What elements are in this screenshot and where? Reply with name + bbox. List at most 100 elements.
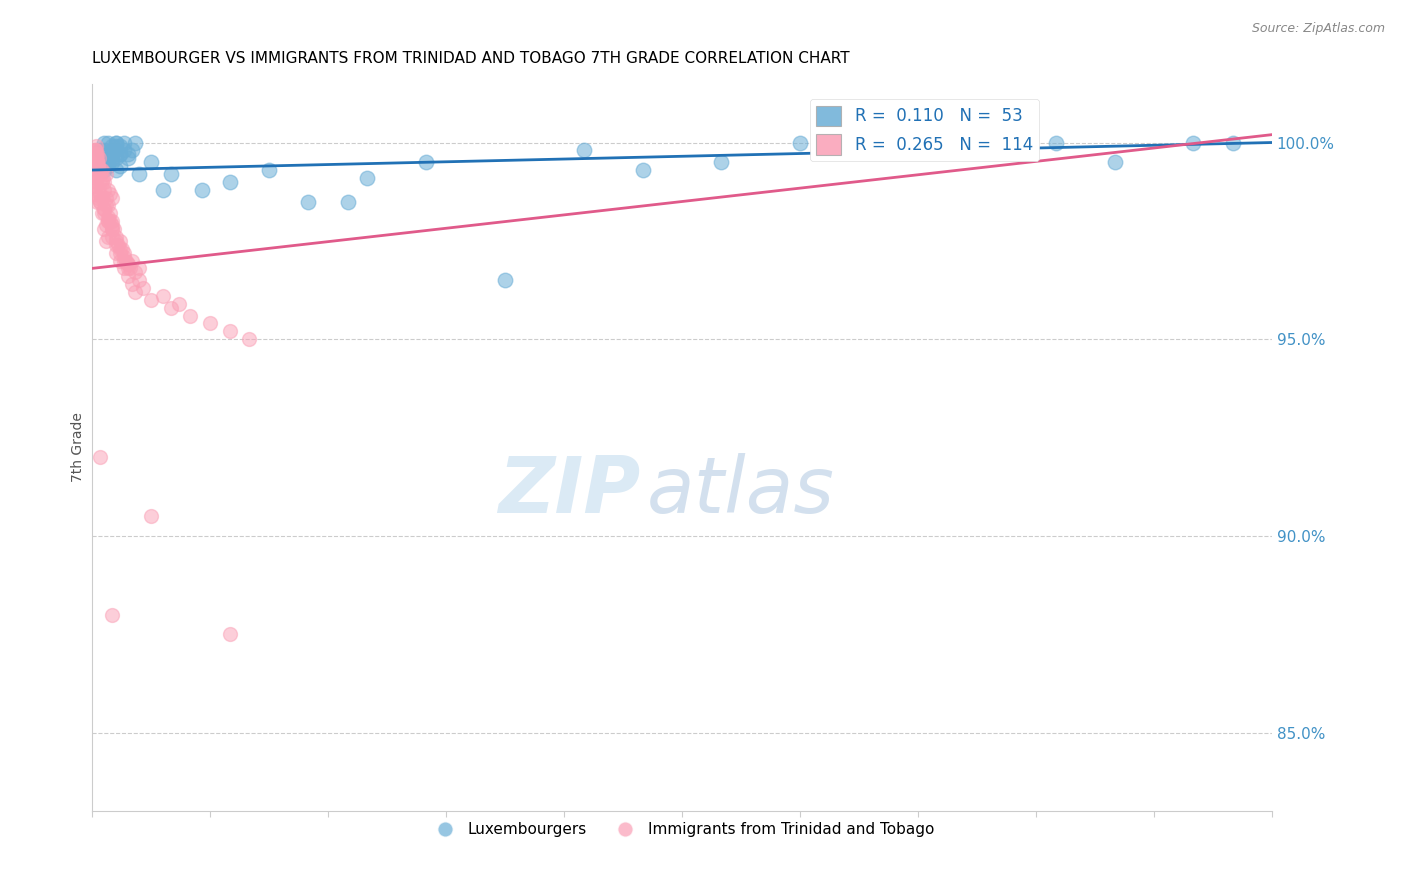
Point [108,253,131,268]
Point [415,155,437,169]
Point [91,206,114,220]
Point [86,194,108,209]
Point [191,183,214,197]
Point [128,273,150,287]
Point [1222,136,1244,150]
Point [218,627,240,641]
Point [101,214,124,228]
Point [86,155,108,169]
Point [84,175,107,189]
Point [104,245,127,260]
Point [101,151,124,165]
Point [218,324,240,338]
Point [84,147,107,161]
Point [98,214,121,228]
Point [336,194,359,209]
Point [1045,136,1067,150]
Point [86,155,108,169]
Point [84,151,107,165]
Point [789,136,811,150]
Point [101,191,124,205]
Point [83,178,105,193]
Point [141,155,163,169]
Point [94,167,117,181]
Point [124,265,146,279]
Point [101,222,124,236]
Point [111,242,134,256]
Point [112,253,135,268]
Point [89,194,111,209]
Point [94,191,117,205]
Point [124,285,146,299]
Point [97,183,120,197]
Point [97,230,120,244]
Point [108,139,131,153]
Point [83,147,105,161]
Point [84,186,107,201]
Point [101,607,124,622]
Point [98,186,121,201]
Point [1104,155,1126,169]
Point [101,222,124,236]
Point [94,218,117,232]
Y-axis label: 7th Grade: 7th Grade [72,412,86,483]
Point [108,234,131,248]
Point [84,144,107,158]
Point [87,163,110,178]
Point [91,191,114,205]
Point [117,257,139,271]
Point [104,136,127,150]
Point [97,214,120,228]
Point [356,170,378,185]
Point [117,257,139,271]
Point [112,144,135,158]
Point [160,301,183,315]
Point [87,191,110,205]
Point [87,159,110,173]
Point [946,136,969,150]
Point [90,163,112,178]
Point [89,450,111,465]
Point [97,198,120,212]
Point [94,198,117,212]
Point [108,159,131,173]
Point [101,155,124,169]
Point [91,170,114,185]
Point [86,155,108,169]
Point [112,261,135,276]
Point [198,317,221,331]
Point [87,167,110,181]
Point [84,151,107,165]
Point [132,281,155,295]
Point [257,163,280,178]
Point [93,163,115,178]
Point [97,155,120,169]
Point [238,332,260,346]
Point [83,155,105,169]
Point [104,136,127,150]
Legend: Luxembourgers, Immigrants from Trinidad and Tobago: Luxembourgers, Immigrants from Trinidad … [423,816,941,844]
Point [152,183,174,197]
Point [104,163,127,178]
Point [218,175,240,189]
Point [107,237,129,252]
Point [103,222,125,236]
Point [1182,136,1205,150]
Point [91,163,114,178]
Point [128,261,150,276]
Point [89,151,111,165]
Point [108,147,131,161]
Point [710,155,733,169]
Point [93,206,115,220]
Point [179,309,201,323]
Point [97,155,120,169]
Point [101,144,124,158]
Point [89,186,111,201]
Point [93,136,115,150]
Point [112,245,135,260]
Point [104,230,127,244]
Point [112,250,135,264]
Point [86,167,108,181]
Text: LUXEMBOURGER VS IMMIGRANTS FROM TRINIDAD AND TOBAGO 7TH GRADE CORRELATION CHART: LUXEMBOURGER VS IMMIGRANTS FROM TRINIDAD… [93,51,849,66]
Text: ZIP: ZIP [499,453,641,529]
